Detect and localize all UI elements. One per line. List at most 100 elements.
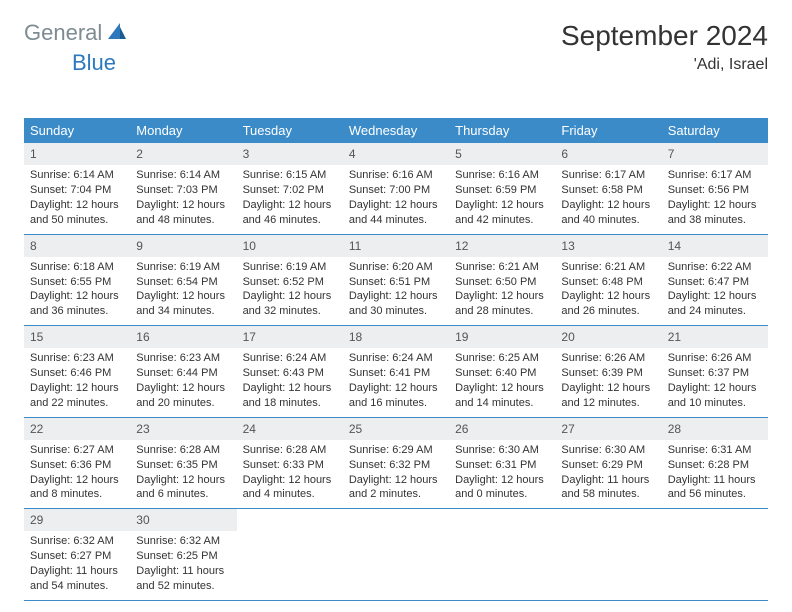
day-number: 9 — [130, 235, 236, 257]
day-content: Sunrise: 6:29 AMSunset: 6:32 PMDaylight:… — [343, 440, 449, 508]
daylight-line: Daylight: 12 hours and 8 minutes. — [30, 473, 124, 503]
day-number: 18 — [343, 326, 449, 348]
sunset-line: Sunset: 6:36 PM — [30, 458, 124, 473]
day-number: 4 — [343, 143, 449, 165]
day-cell: 27Sunrise: 6:30 AMSunset: 6:29 PMDayligh… — [555, 417, 661, 509]
sunset-line: Sunset: 6:47 PM — [668, 275, 762, 290]
sunset-line: Sunset: 7:04 PM — [30, 183, 124, 198]
day-cell: 22Sunrise: 6:27 AMSunset: 6:36 PMDayligh… — [24, 417, 130, 509]
daylight-line: Daylight: 12 hours and 12 minutes. — [561, 381, 655, 411]
day-cell: 8Sunrise: 6:18 AMSunset: 6:55 PMDaylight… — [24, 234, 130, 326]
sunset-line: Sunset: 6:54 PM — [136, 275, 230, 290]
day-cell — [662, 509, 768, 601]
sunset-line: Sunset: 6:35 PM — [136, 458, 230, 473]
sunrise-line: Sunrise: 6:17 AM — [668, 168, 762, 183]
day-cell: 29Sunrise: 6:32 AMSunset: 6:27 PMDayligh… — [24, 509, 130, 601]
daylight-line: Daylight: 12 hours and 28 minutes. — [455, 289, 549, 319]
day-number: 10 — [237, 235, 343, 257]
day-content: Sunrise: 6:30 AMSunset: 6:29 PMDaylight:… — [555, 440, 661, 508]
daylight-line: Daylight: 12 hours and 40 minutes. — [561, 198, 655, 228]
sunrise-line: Sunrise: 6:21 AM — [561, 260, 655, 275]
daylight-line: Daylight: 12 hours and 24 minutes. — [668, 289, 762, 319]
sunrise-line: Sunrise: 6:14 AM — [30, 168, 124, 183]
day-number: 23 — [130, 418, 236, 440]
day-cell — [555, 509, 661, 601]
sunrise-line: Sunrise: 6:18 AM — [30, 260, 124, 275]
day-number: 16 — [130, 326, 236, 348]
sunset-line: Sunset: 6:56 PM — [668, 183, 762, 198]
day-cell: 10Sunrise: 6:19 AMSunset: 6:52 PMDayligh… — [237, 234, 343, 326]
day-number: 6 — [555, 143, 661, 165]
sunset-line: Sunset: 6:55 PM — [30, 275, 124, 290]
day-number: 29 — [24, 509, 130, 531]
week-row: 29Sunrise: 6:32 AMSunset: 6:27 PMDayligh… — [24, 509, 768, 601]
sunset-line: Sunset: 6:32 PM — [349, 458, 443, 473]
sunset-line: Sunset: 6:40 PM — [455, 366, 549, 381]
daylight-line: Daylight: 12 hours and 10 minutes. — [668, 381, 762, 411]
day-cell: 18Sunrise: 6:24 AMSunset: 6:41 PMDayligh… — [343, 326, 449, 418]
day-cell: 1Sunrise: 6:14 AMSunset: 7:04 PMDaylight… — [24, 143, 130, 234]
daylight-line: Daylight: 12 hours and 20 minutes. — [136, 381, 230, 411]
sunrise-line: Sunrise: 6:14 AM — [136, 168, 230, 183]
location: 'Adi, Israel — [561, 56, 768, 74]
day-content: Sunrise: 6:18 AMSunset: 6:55 PMDaylight:… — [24, 257, 130, 325]
day-number: 21 — [662, 326, 768, 348]
sunrise-line: Sunrise: 6:25 AM — [455, 351, 549, 366]
week-row: 1Sunrise: 6:14 AMSunset: 7:04 PMDaylight… — [24, 143, 768, 234]
day-content: Sunrise: 6:24 AMSunset: 6:43 PMDaylight:… — [237, 348, 343, 416]
day-header-row: Sunday Monday Tuesday Wednesday Thursday… — [24, 118, 768, 143]
day-cell: 6Sunrise: 6:17 AMSunset: 6:58 PMDaylight… — [555, 143, 661, 234]
sunrise-line: Sunrise: 6:21 AM — [455, 260, 549, 275]
day-number: 19 — [449, 326, 555, 348]
day-header: Sunday — [24, 118, 130, 143]
daylight-line: Daylight: 12 hours and 36 minutes. — [30, 289, 124, 319]
day-content: Sunrise: 6:24 AMSunset: 6:41 PMDaylight:… — [343, 348, 449, 416]
daylight-line: Daylight: 11 hours and 54 minutes. — [30, 564, 124, 594]
sunrise-line: Sunrise: 6:17 AM — [561, 168, 655, 183]
sunrise-line: Sunrise: 6:30 AM — [455, 443, 549, 458]
sunset-line: Sunset: 6:50 PM — [455, 275, 549, 290]
sunrise-line: Sunrise: 6:16 AM — [349, 168, 443, 183]
daylight-line: Daylight: 12 hours and 18 minutes. — [243, 381, 337, 411]
title-block: September 2024 'Adi, Israel — [561, 20, 768, 74]
day-content: Sunrise: 6:19 AMSunset: 6:52 PMDaylight:… — [237, 257, 343, 325]
week-row: 22Sunrise: 6:27 AMSunset: 6:36 PMDayligh… — [24, 417, 768, 509]
logo-text-blue: Blue — [72, 50, 116, 75]
daylight-line: Daylight: 11 hours and 58 minutes. — [561, 473, 655, 503]
day-cell — [449, 509, 555, 601]
sunset-line: Sunset: 6:33 PM — [243, 458, 337, 473]
sunrise-line: Sunrise: 6:26 AM — [561, 351, 655, 366]
day-cell — [343, 509, 449, 601]
sunset-line: Sunset: 6:59 PM — [455, 183, 549, 198]
day-cell: 15Sunrise: 6:23 AMSunset: 6:46 PMDayligh… — [24, 326, 130, 418]
sunset-line: Sunset: 6:25 PM — [136, 549, 230, 564]
sunset-line: Sunset: 6:52 PM — [243, 275, 337, 290]
day-cell: 2Sunrise: 6:14 AMSunset: 7:03 PMDaylight… — [130, 143, 236, 234]
sunrise-line: Sunrise: 6:22 AM — [668, 260, 762, 275]
sunset-line: Sunset: 7:03 PM — [136, 183, 230, 198]
sunrise-line: Sunrise: 6:23 AM — [30, 351, 124, 366]
day-cell: 7Sunrise: 6:17 AMSunset: 6:56 PMDaylight… — [662, 143, 768, 234]
day-cell: 24Sunrise: 6:28 AMSunset: 6:33 PMDayligh… — [237, 417, 343, 509]
sunrise-line: Sunrise: 6:19 AM — [243, 260, 337, 275]
day-content: Sunrise: 6:28 AMSunset: 6:33 PMDaylight:… — [237, 440, 343, 508]
day-cell: 30Sunrise: 6:32 AMSunset: 6:25 PMDayligh… — [130, 509, 236, 601]
day-number: 24 — [237, 418, 343, 440]
day-content: Sunrise: 6:31 AMSunset: 6:28 PMDaylight:… — [662, 440, 768, 508]
sunset-line: Sunset: 6:48 PM — [561, 275, 655, 290]
sunrise-line: Sunrise: 6:29 AM — [349, 443, 443, 458]
day-cell: 17Sunrise: 6:24 AMSunset: 6:43 PMDayligh… — [237, 326, 343, 418]
day-content: Sunrise: 6:22 AMSunset: 6:47 PMDaylight:… — [662, 257, 768, 325]
day-content: Sunrise: 6:15 AMSunset: 7:02 PMDaylight:… — [237, 165, 343, 233]
day-number: 7 — [662, 143, 768, 165]
day-content: Sunrise: 6:23 AMSunset: 6:46 PMDaylight:… — [24, 348, 130, 416]
sunrise-line: Sunrise: 6:24 AM — [349, 351, 443, 366]
day-number: 26 — [449, 418, 555, 440]
day-number: 8 — [24, 235, 130, 257]
week-row: 8Sunrise: 6:18 AMSunset: 6:55 PMDaylight… — [24, 234, 768, 326]
daylight-line: Daylight: 11 hours and 56 minutes. — [668, 473, 762, 503]
day-header: Wednesday — [343, 118, 449, 143]
day-content: Sunrise: 6:23 AMSunset: 6:44 PMDaylight:… — [130, 348, 236, 416]
daylight-line: Daylight: 12 hours and 32 minutes. — [243, 289, 337, 319]
day-cell — [237, 509, 343, 601]
